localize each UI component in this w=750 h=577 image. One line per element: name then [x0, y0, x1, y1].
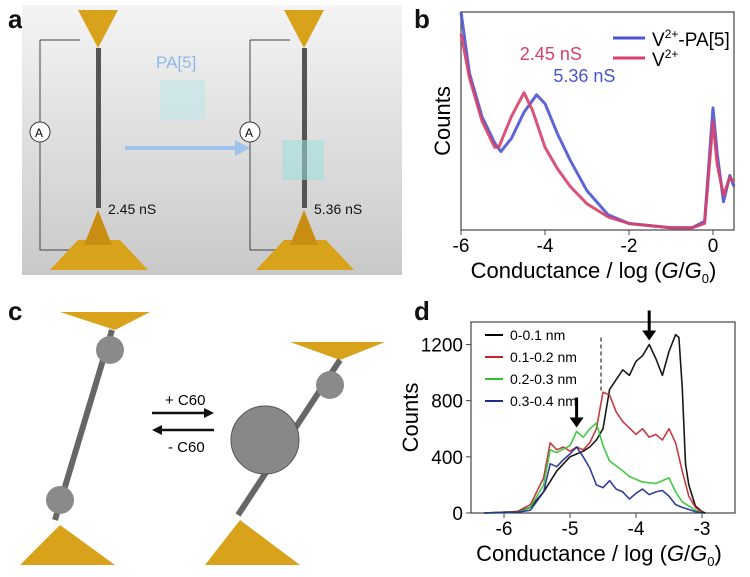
- y-tick-label: 1200: [421, 335, 463, 356]
- legend-label: 0-0.1 nm: [510, 327, 565, 343]
- x-tick-label: -4: [537, 236, 554, 257]
- series-line-1: [459, 33, 736, 230]
- junction-right: [205, 342, 385, 565]
- chart-d: -6 -5 -4 -3 0 400 800 1200 Conductance / log (G/…: [400, 310, 736, 569]
- gold-tip-top: [78, 10, 118, 48]
- panel-label-d: d: [414, 296, 430, 326]
- pillararene-ring: [282, 140, 324, 180]
- series-line-3: [484, 446, 703, 514]
- conductance-left: 2.45 nS: [108, 201, 156, 217]
- svg-text:A: A: [245, 126, 253, 140]
- junction-left: A 2.45 nS: [29, 10, 156, 270]
- x-axis-label: Conductance / log (G/G0): [476, 541, 722, 569]
- legend-label: V2+: [652, 47, 678, 71]
- molecule: [96, 48, 101, 208]
- legend-label: 0.3-0.4 nm: [510, 393, 577, 409]
- junction-right: A 5.36 nS: [239, 10, 362, 270]
- legend-label: 0.1-0.2 nm: [510, 349, 577, 365]
- add-c60-label: + C60: [165, 392, 205, 409]
- x-tick-label: -6: [496, 519, 513, 540]
- series-line-1: [484, 391, 703, 514]
- ammeter-label: A: [35, 126, 43, 140]
- plot-frame: [470, 321, 736, 514]
- panel-label-a: a: [8, 4, 23, 34]
- panel-label-b: b: [414, 4, 430, 34]
- x-axis-label: Conductance / log (G/G0): [471, 258, 717, 286]
- y-axis-label: Counts: [430, 86, 455, 156]
- panel-a-illustration: A 2.45 nS A 5.36 nS PA[5]: [22, 5, 402, 275]
- panel-label-c: c: [8, 296, 23, 326]
- peak-annotation: 2.45 nS: [520, 44, 582, 64]
- gold-substrate: [50, 240, 148, 270]
- junction-left: [20, 312, 150, 565]
- x-tick-label: -5: [562, 519, 579, 540]
- x-tick-label: -4: [628, 519, 645, 540]
- x-tick-label: -3: [694, 519, 711, 540]
- background: [22, 5, 402, 275]
- panel-c-illustration: + C60 - C60: [20, 312, 385, 565]
- series-line-2: [484, 422, 703, 514]
- plot-frame: [460, 11, 735, 231]
- y-axis-label: Counts: [400, 383, 423, 453]
- y-tick-label: 0: [452, 504, 463, 525]
- c60-fullerene: [230, 405, 300, 475]
- guest-label: PA[5]: [156, 53, 196, 72]
- peak-arrow-head: [569, 417, 584, 428]
- y-tick-label: 400: [431, 448, 463, 469]
- remove-c60-label: - C60: [168, 439, 205, 456]
- y-tick-label: 800: [431, 392, 463, 413]
- guest-ring: [160, 80, 205, 120]
- x-tick-label: -6: [453, 236, 470, 257]
- series-line-0: [484, 333, 706, 514]
- legend-label: V2+-PA[5]: [652, 27, 730, 51]
- legend-label: 0.2-0.3 nm: [510, 371, 577, 387]
- conductance-right: 5.36 nS: [314, 201, 362, 217]
- peak-annotation: 5.36 nS: [553, 66, 615, 86]
- x-tick-label: 0: [708, 236, 719, 257]
- peak-arrow-head: [642, 330, 657, 341]
- x-tick-label: -2: [621, 236, 638, 257]
